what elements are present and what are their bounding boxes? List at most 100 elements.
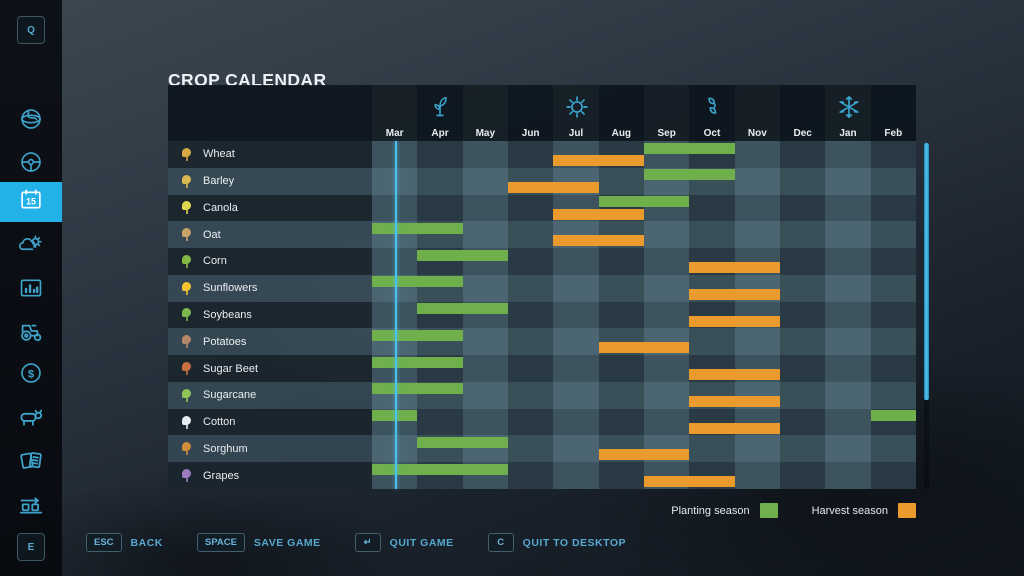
enter-key-badge: ↵ — [354, 533, 381, 552]
month-cell — [779, 274, 826, 302]
planting-season-bar — [372, 410, 418, 422]
save-game-button[interactable]: SPACE SAVE GAME — [196, 533, 321, 552]
crop-label-cell: Wheat — [168, 141, 372, 168]
month-cell — [372, 141, 418, 168]
harvest-season-bar — [689, 369, 780, 381]
planting-season-bar — [372, 222, 463, 234]
month-cell — [507, 301, 554, 329]
month-cell — [598, 462, 644, 489]
calendar-icon: 15 — [18, 187, 44, 218]
sidebar-item-weather[interactable] — [0, 230, 62, 264]
harvest-season-bar — [598, 449, 690, 461]
month-cell — [462, 274, 508, 302]
month-cell — [372, 248, 418, 275]
crop-name: Oat — [203, 228, 221, 241]
month-label: Aug — [611, 128, 632, 139]
month-cell — [507, 194, 554, 222]
crop-months-grid — [372, 435, 916, 463]
legend: Planting season Harvest season — [671, 503, 916, 518]
documents-icon — [17, 447, 45, 480]
harvest-season-bar — [553, 235, 644, 247]
month-cell — [870, 435, 916, 463]
harvest-season-bar — [598, 342, 690, 354]
crop-label-cell: Canola — [168, 194, 372, 222]
canola-icon — [181, 201, 192, 215]
scrollbar-thumb[interactable] — [924, 143, 929, 400]
crop-label-cell: Potatoes — [168, 328, 372, 356]
month-cell — [598, 248, 644, 275]
sidebar-item-vehicles[interactable] — [0, 316, 62, 350]
month-cell — [643, 248, 690, 275]
crop-months-grid — [372, 141, 916, 168]
crop-row-corn: Corn — [168, 248, 916, 275]
month-cell — [689, 328, 735, 356]
month-cell — [734, 167, 780, 195]
month-label: Apr — [431, 128, 449, 139]
footer-hints: ESC BACK SPACE SAVE GAME ↵ QUIT GAME C Q… — [86, 533, 626, 552]
sidebar-item-map[interactable] — [0, 104, 62, 138]
month-cell — [507, 328, 554, 356]
cotton-icon — [181, 415, 192, 429]
crop-months-grid — [372, 167, 916, 195]
month-cell — [553, 248, 599, 275]
month-cell — [734, 141, 780, 168]
month-cell — [825, 328, 871, 356]
sugar-beet-icon — [181, 362, 192, 375]
crop-label-cell: Sorghum — [168, 435, 372, 463]
crop-name: Sunflowers — [203, 282, 258, 295]
month-cell — [870, 355, 916, 382]
sidebar-item-finances[interactable]: $ — [0, 358, 62, 392]
month-cell — [372, 435, 418, 463]
sidebar-item-statistics[interactable] — [0, 273, 62, 307]
sidebar-item-calendar[interactable]: 15 — [0, 182, 62, 222]
month-cell — [643, 381, 690, 409]
sidebar-item-production[interactable] — [0, 490, 62, 524]
back-button[interactable]: ESC BACK — [86, 533, 163, 552]
month-cell — [825, 194, 871, 222]
crop-label-cell: Oat — [168, 221, 372, 249]
potatoes-icon — [181, 335, 192, 349]
quit-to-desktop-button[interactable]: C QUIT TO DESKTOP — [487, 533, 626, 552]
month-cell — [462, 328, 508, 356]
month-cell — [462, 381, 508, 409]
month-cell — [779, 301, 826, 329]
month-cell — [779, 435, 826, 463]
harvest-swatch — [898, 503, 916, 518]
crop-months-grid — [372, 381, 916, 409]
month-cell — [779, 141, 826, 168]
month-cell — [507, 435, 554, 463]
planting-season-bar — [372, 383, 463, 395]
month-cell — [689, 435, 735, 463]
page-title: CROP CALENDAR — [168, 69, 327, 90]
crop-label-cell: Grapes — [168, 462, 372, 489]
month-cell — [462, 355, 508, 382]
month-cell — [779, 167, 826, 195]
crop-row-grapes: Grapes — [168, 462, 916, 489]
sidebar-item-animals[interactable] — [0, 402, 62, 436]
month-label: Jun — [521, 128, 540, 139]
oat-icon — [181, 228, 192, 242]
month-cell — [417, 408, 463, 436]
sidebar-item-garage[interactable] — [0, 147, 62, 181]
tractor-icon — [17, 317, 45, 350]
month-cell — [507, 221, 554, 249]
sugarcane-icon — [181, 388, 192, 402]
harvest-season-bar — [689, 288, 780, 300]
crop-row-sugarcane: Sugarcane — [168, 381, 916, 409]
harvest-season-bar — [508, 181, 599, 193]
crop-row-canola: Canola — [168, 194, 916, 222]
month-cell — [734, 435, 780, 463]
quit-game-button[interactable]: ↵ QUIT GAME — [354, 533, 454, 552]
sidebar-item-contracts[interactable] — [0, 446, 62, 480]
month-cell — [779, 194, 826, 222]
crop-months-grid — [372, 194, 916, 222]
crop-name: Sorghum — [203, 442, 248, 455]
planting-season-bar — [644, 169, 735, 181]
harvest-season-bar — [644, 476, 735, 488]
svg-text:$: $ — [28, 368, 35, 380]
month-cell — [598, 167, 644, 195]
esc-key-badge: ESC — [86, 533, 122, 552]
month-cell — [870, 221, 916, 249]
month-cell — [870, 328, 916, 356]
month-cell — [507, 355, 554, 382]
